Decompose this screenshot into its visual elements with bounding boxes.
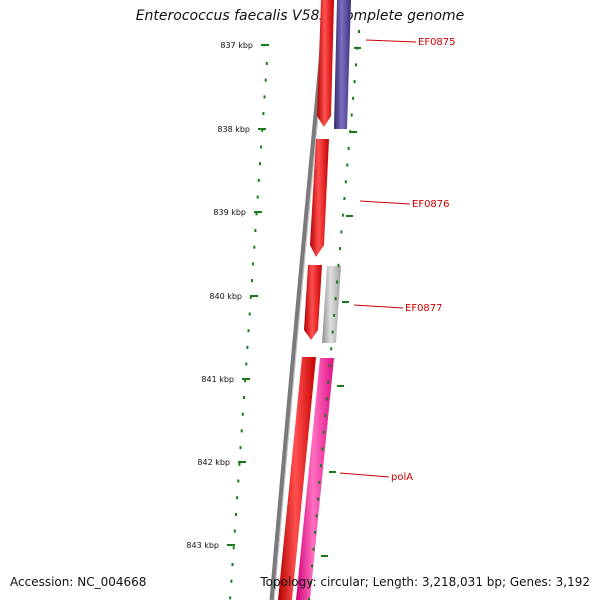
ruler-minor-dot [334, 297, 337, 301]
gene-label-leader [365, 39, 417, 43]
ruler-minor-dot [252, 262, 255, 266]
ruler-minor-dot [249, 295, 252, 299]
ruler-minor-dot [263, 95, 266, 99]
ruler-ticks: 837 kbp 838 kbp 839 kbp 840 kbp 841 kbp 842 k… [186, 41, 269, 550]
gene-labels: EF0875 EF0876 EF0877 polA [339, 37, 456, 483]
ruler-minor-dot [259, 162, 261, 166]
ruler-minor-dot [324, 414, 327, 418]
ruler-minor-dot [262, 112, 265, 116]
cds-ef0877[interactable] [304, 265, 322, 340]
ruler-minor-dot [315, 514, 318, 518]
ruler-minor-dot [327, 380, 330, 384]
gene-label-ef0877[interactable]: EF0877 [405, 303, 443, 314]
ruler-minor-dot [314, 531, 317, 534]
ruler-minor-dot [248, 312, 251, 316]
ruler-minor-dot [230, 579, 233, 583]
ruler-dots-left [229, 62, 268, 600]
gene-label-leader [353, 304, 404, 309]
ruler-minor-dot [251, 279, 253, 283]
ruler-tick-label: 839 kbp [213, 208, 246, 217]
ruler-minor-dot [347, 146, 350, 150]
ruler-minor-dot [325, 397, 328, 401]
ruler-minor-dot [352, 96, 355, 100]
feature-ef0875-purple[interactable] [334, 0, 351, 129]
ruler-minor-dot [232, 546, 235, 550]
map-title: Enterococcus faecalis V583, complete gen… [135, 8, 465, 24]
ruler-dots-right [308, 30, 361, 600]
ruler-minor-dot [247, 329, 250, 333]
ruler-minor-dot [265, 62, 268, 65]
ruler-minor-dot [254, 229, 257, 232]
ruler-minor-dot [241, 412, 244, 416]
ruler-minor-dot [321, 447, 324, 451]
ruler-minor-dot [231, 563, 234, 566]
ruler-minor-dot [256, 195, 259, 199]
ruler-tick-label: 843 kbp [186, 541, 219, 550]
ruler-minor-dot [244, 379, 247, 383]
ruler-minor-dot [240, 429, 243, 433]
ruler-minor-dot [311, 564, 314, 568]
gene-label-leader [339, 472, 390, 478]
ruler-tick-label: 838 kbp [217, 125, 250, 134]
ruler-minor-dot [343, 197, 346, 200]
ruler-minor-dot [257, 178, 260, 182]
ruler-minor-dot [229, 596, 232, 600]
ruler-minor-dot [341, 213, 344, 217]
cds-ef0876[interactable] [310, 139, 329, 257]
ruler-minor-dot [238, 462, 241, 466]
ruler-minor-dot [331, 330, 334, 334]
ruler-minor-dot [246, 345, 249, 349]
ruler-minor-dot [255, 212, 258, 216]
ruler-tick-label: 840 kbp [209, 292, 242, 301]
gene-label-ef0875[interactable]: EF0875 [418, 37, 456, 48]
cds-pola[interactable] [278, 357, 316, 600]
ruler-minor-dot [337, 263, 340, 267]
ruler-minor-dot [353, 80, 356, 84]
ruler-minor-dot [253, 245, 256, 249]
ruler-minor-dot [237, 479, 240, 483]
ruler-minor-dot [318, 480, 321, 484]
ruler-minor-dot [233, 529, 236, 533]
ruler-minor-dot [346, 163, 349, 167]
ruler-minor-dot [236, 496, 239, 500]
ruler-minor-dot [309, 581, 312, 585]
ruler-tick-label: 841 kbp [201, 375, 234, 384]
ruler-minor-dot [235, 512, 237, 516]
ruler-minor-dot [322, 430, 325, 434]
ruler-minor-dot [308, 597, 311, 600]
ruler-minor-dot [260, 145, 263, 149]
feature-pola-pink[interactable] [296, 358, 334, 600]
gene-label-ef0876[interactable]: EF0876 [412, 199, 450, 210]
ruler-minor-dot [243, 396, 245, 399]
ruler-minor-dot [358, 30, 360, 33]
ruler-minor-dot [264, 78, 267, 82]
ruler-minor-dot [344, 180, 347, 184]
cds-ef0875[interactable] [317, 0, 334, 127]
ruler-minor-dot [336, 280, 338, 284]
ruler-minor-dot [312, 547, 315, 551]
genome-summary-text: Topology: circular; Length: 3,218,031 bp… [260, 575, 590, 589]
ruler-minor-dot [245, 362, 248, 366]
ruler-minor-dot [340, 230, 343, 234]
ruler-tick-label: 837 kbp [220, 41, 253, 50]
ruler-tick-label: 842 kbp [197, 458, 230, 467]
ruler-minor-dot [339, 247, 341, 251]
ruler-minor-dot [350, 113, 353, 117]
ruler-minor-dot [239, 446, 242, 450]
feature-ef0877-gray[interactable] [322, 266, 341, 343]
ruler-minor-dot [319, 464, 322, 468]
accession-text: Accession: NC_004668 [10, 575, 147, 589]
ruler-minor-dot [355, 63, 358, 67]
ruler-minor-dot [261, 128, 264, 132]
ruler-minor-dot [328, 364, 331, 367]
gene-label-pola[interactable]: polA [391, 472, 413, 483]
ruler-minor-dot [333, 313, 336, 317]
ruler-minor-dot [330, 347, 333, 351]
ruler-minor-dot [317, 497, 319, 501]
gene-label-leader [359, 200, 411, 205]
